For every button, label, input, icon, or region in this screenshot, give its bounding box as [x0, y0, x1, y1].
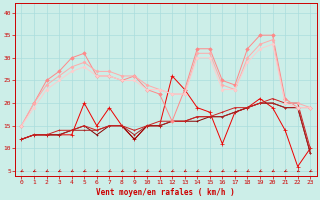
X-axis label: Vent moyen/en rafales ( km/h ): Vent moyen/en rafales ( km/h )	[96, 188, 235, 197]
